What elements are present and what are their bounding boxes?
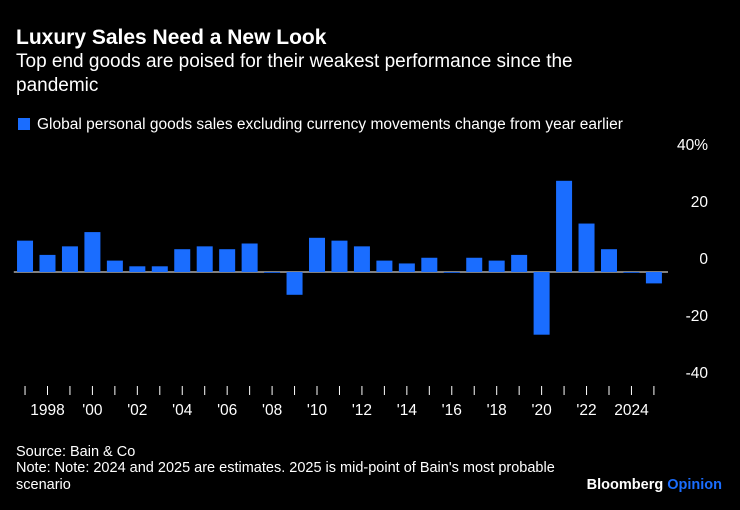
bar	[39, 254, 56, 272]
bar	[443, 272, 460, 273]
bar	[129, 266, 146, 272]
bar	[353, 246, 370, 272]
bar	[511, 254, 528, 272]
x-tick-label: '14	[397, 402, 418, 419]
bar	[241, 243, 258, 272]
x-tick-label: '00	[82, 402, 103, 419]
bar	[196, 246, 213, 272]
note: Note: Note: 2024 and 2025 are estimates.…	[16, 460, 555, 493]
bar	[151, 266, 168, 272]
x-tick-label: 1998	[30, 402, 64, 419]
chart-subtitle: Top end goods are poised for their weake…	[16, 51, 573, 96]
y-tick-label: 20	[691, 194, 709, 211]
legend-label: Global personal goods sales excluding cu…	[37, 116, 623, 133]
x-tick-label: '02	[127, 402, 147, 419]
x-tick-label: '06	[217, 402, 237, 419]
bar	[286, 272, 303, 295]
bar	[600, 249, 617, 272]
x-tick-label: '20	[532, 402, 553, 419]
bar	[219, 249, 236, 272]
bar	[488, 260, 505, 272]
bar	[421, 257, 438, 272]
x-tick-label: '08	[262, 402, 282, 419]
brand-opinion: Opinion	[667, 477, 722, 493]
bar	[106, 260, 123, 272]
bar	[84, 232, 101, 272]
bar	[376, 260, 393, 272]
bar	[556, 180, 573, 272]
note-box: Note: Note: 2024 and 2025 are estimates.…	[16, 460, 555, 493]
bar	[466, 257, 483, 272]
brand: Bloomberg Opinion	[587, 477, 722, 493]
x-tick-label: '18	[487, 402, 507, 419]
subtitle-box: Top end goods are poised for their weake…	[16, 51, 573, 96]
y-tick-label: -40	[686, 365, 709, 382]
x-tick-label: '10	[307, 402, 328, 419]
source: Source: Bain & Co	[16, 444, 135, 460]
bar	[17, 240, 34, 272]
y-tick-label: 0	[699, 251, 708, 268]
y-tick-label: 40%	[677, 137, 708, 154]
legend-swatch	[18, 118, 30, 130]
bar	[398, 263, 415, 272]
bar	[331, 240, 348, 272]
chart-title: Luxury Sales Need a New Look	[16, 26, 327, 49]
bar	[578, 223, 595, 272]
bar	[61, 246, 78, 272]
brand-name: Bloomberg	[587, 477, 664, 493]
y-tick-label: -20	[686, 308, 709, 325]
bar	[623, 272, 640, 273]
x-tick-label: '04	[172, 402, 193, 419]
x-tick-label: '16	[442, 402, 462, 419]
x-tick-label: '22	[576, 402, 596, 419]
bar	[174, 249, 191, 272]
bar	[309, 237, 326, 272]
x-tick-label: 2024	[614, 402, 649, 419]
bar	[533, 272, 550, 335]
bar	[645, 272, 662, 284]
bar	[264, 272, 281, 273]
x-tick-label: '12	[352, 402, 372, 419]
